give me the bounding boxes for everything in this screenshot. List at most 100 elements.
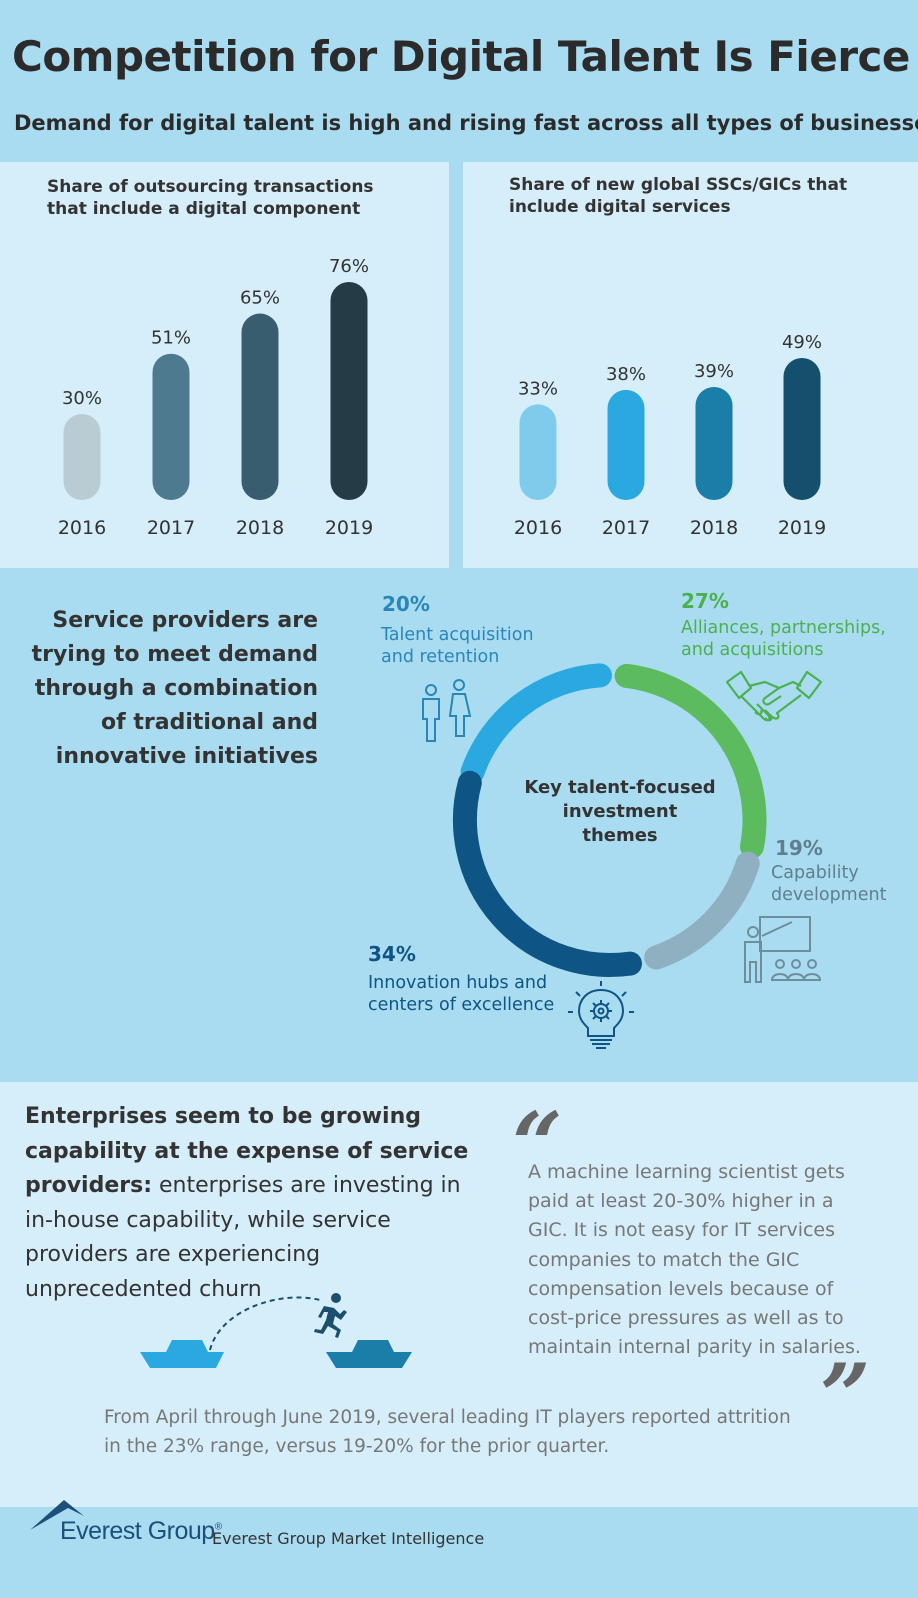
label-line: Innovation hubs and <box>368 973 548 993</box>
attrition-line: in the 23% range, versus 19-20% for the … <box>104 1436 610 1457</box>
statement-text: enterprises are investing in <box>152 1173 461 1198</box>
donut-segment-alliances <box>614 663 767 859</box>
alliances-percent: 27% <box>681 589 729 613</box>
left-boat <box>140 1352 224 1368</box>
innovation-percent: 34% <box>368 942 416 966</box>
bar-2016 <box>519 404 557 500</box>
chart-title-line: include digital services <box>509 197 731 217</box>
label-line: and acquisitions <box>681 640 824 660</box>
bar-value-label: 49% <box>782 332 822 353</box>
lightbulb-gear-icon <box>568 981 634 1049</box>
center-line: investment <box>562 801 678 822</box>
category-label: 2019 <box>325 517 373 539</box>
initiatives-heading: Service providers are trying to meet dem… <box>0 604 318 774</box>
statement-line: providers are experiencing <box>25 1242 321 1267</box>
gic-chart-panel <box>463 162 918 568</box>
chart-title-line: that include a digital component <box>47 199 361 219</box>
statement-line: in-house capability, while service <box>25 1207 391 1233</box>
page-subtitle: Demand for digital talent is high and ri… <box>14 111 918 135</box>
bar-value-label: 39% <box>694 361 734 382</box>
enterprise-statement: Enterprises seem to be growing capabilit… <box>25 1100 485 1307</box>
brand-tagline: Everest Group Market Intelligence <box>212 1529 485 1548</box>
category-label: 2019 <box>778 517 826 539</box>
category-label: 2016 <box>514 517 562 539</box>
runner-icon <box>314 1293 347 1338</box>
boats-jump-icon <box>140 1293 412 1368</box>
close-quote-icon: ” <box>820 1344 871 1448</box>
attrition-note: From April through June 2019, several le… <box>104 1403 864 1461</box>
label-line: centers of excellence <box>368 995 555 1015</box>
statement-line: capability at the expense of service <box>25 1135 485 1170</box>
statement-bold: capability at the expense of service <box>25 1138 469 1164</box>
brand-text: Everest Group <box>60 1517 215 1545</box>
label-line: development <box>771 885 887 905</box>
gic-chart-title: Share of new global SSCs/GICs that inclu… <box>509 174 847 218</box>
heading-line: of traditional and <box>101 710 318 735</box>
footer <box>0 1507 918 1598</box>
capability-percent: 19% <box>775 836 823 860</box>
center-line: Key talent-focused <box>524 777 716 798</box>
investment-donut <box>452 663 767 977</box>
donut-center-label: Key talent-focused investment themes <box>500 776 740 848</box>
people-icon <box>422 679 472 742</box>
mountain-logo-icon <box>30 1500 84 1530</box>
center-line: themes <box>582 825 658 846</box>
heading-line: Service providers are <box>52 608 318 633</box>
alliances-label: Alliances, partnerships, and acquisition… <box>681 617 886 661</box>
heading-line: innovative initiatives <box>55 744 318 769</box>
registered-mark: ® <box>214 1521 222 1533</box>
enterprise-section <box>0 1082 918 1507</box>
bar-2016 <box>63 413 101 500</box>
category-label: 2017 <box>147 517 195 539</box>
capability-label: Capability development <box>771 862 886 906</box>
quote-line: paid at least 20-30% higher in a <box>528 1190 834 1213</box>
bar-value-label: 51% <box>151 328 191 349</box>
handshake-icon <box>725 670 823 722</box>
quote-line: GIC. It is not easy for IT services <box>528 1219 836 1242</box>
statement-line: Enterprises seem to be growing <box>25 1100 485 1135</box>
outsourcing-chart-panel <box>0 162 449 568</box>
bar-2019 <box>783 358 821 500</box>
header <box>0 0 918 162</box>
donut-segment-capability <box>644 851 760 970</box>
quote-line: cost-price pressures as well as to <box>528 1307 844 1330</box>
quote-line: maintain internal parity in salaries. <box>528 1336 861 1359</box>
bar-2018 <box>241 313 279 500</box>
bar-value-label: 65% <box>240 288 280 309</box>
label-line: Capability <box>771 863 859 883</box>
bar-2019 <box>330 282 368 500</box>
open-quote-icon: “ <box>512 1092 563 1196</box>
teacher-icon <box>744 916 822 983</box>
quote-line: companies to match the GIC <box>528 1248 800 1271</box>
bar-value-label: 30% <box>62 388 102 409</box>
talent-label: Talent acquisition and retention <box>381 624 534 668</box>
statement-bold: Enterprises seem to be growing <box>25 1104 422 1129</box>
bar-2017 <box>607 389 645 500</box>
bar-2018 <box>695 386 733 500</box>
quote-text: A machine learning scientist gets paid a… <box>528 1158 878 1362</box>
page-title: Competition for Digital Talent Is Fierce <box>12 32 910 81</box>
gic-bar-chart: 33% 2016 38% 2017 39% 2018 49% 2019 <box>514 332 826 539</box>
talent-percent: 20% <box>382 592 430 616</box>
attrition-line: From April through June 2019, several le… <box>104 1407 791 1428</box>
outsourcing-bar-chart: 30% 2016 51% 2017 65% 2018 76% 2019 <box>58 256 373 539</box>
chart-title-line: Share of new global SSCs/GICs that <box>509 175 848 195</box>
heading-line: through a combination <box>34 676 318 701</box>
heading-line: trying to meet demand <box>31 642 318 667</box>
bar-value-label: 76% <box>329 256 369 277</box>
bar-2017 <box>152 353 190 500</box>
category-label: 2017 <box>602 517 650 539</box>
outsourcing-chart-title: Share of outsourcing transactions that i… <box>47 176 374 220</box>
statement-line: unprecedented churn <box>25 1276 262 1302</box>
right-boat <box>326 1352 412 1368</box>
label-line: and retention <box>381 647 500 667</box>
quote-line: compensation levels because of <box>528 1277 834 1300</box>
donut-segment-innovation <box>452 770 642 977</box>
category-label: 2018 <box>236 517 284 539</box>
bar-value-label: 33% <box>518 378 558 399</box>
innovation-label: Innovation hubs and centers of excellenc… <box>368 972 554 1016</box>
statement-bold: providers: <box>25 1173 153 1198</box>
label-line: Talent acquisition <box>381 625 534 645</box>
category-label: 2018 <box>690 517 738 539</box>
